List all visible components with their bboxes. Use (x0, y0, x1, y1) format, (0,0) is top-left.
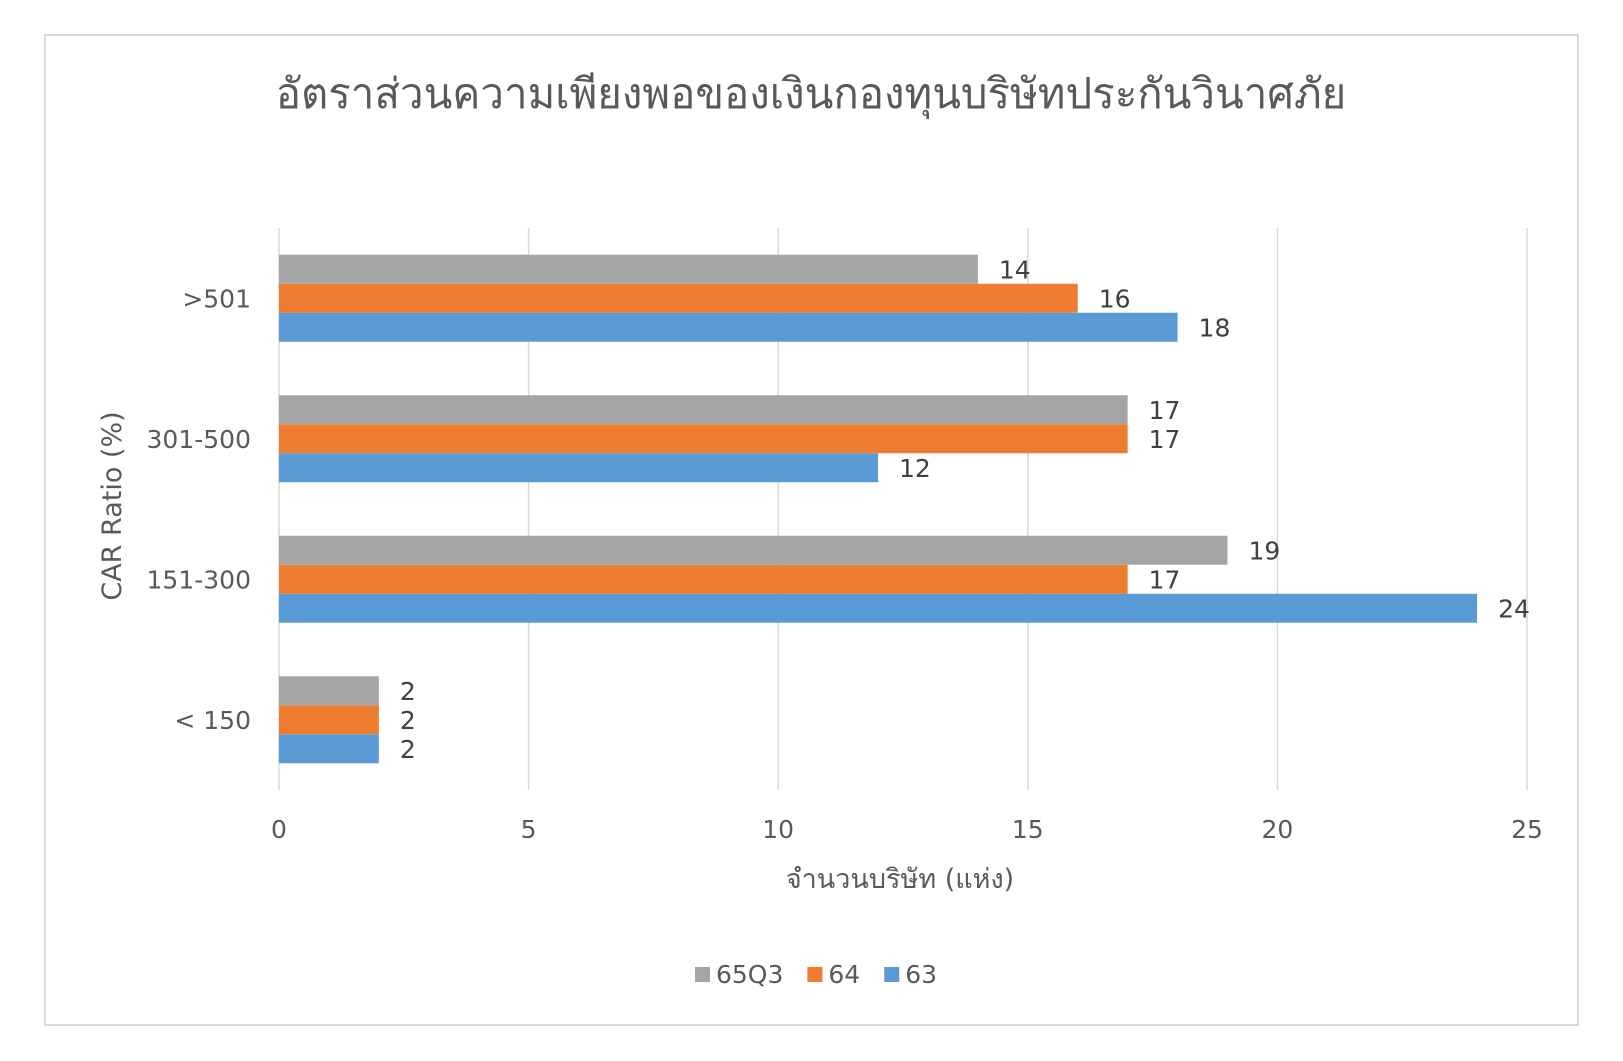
data-label: 17 (1149, 425, 1181, 454)
bars (279, 254, 1478, 764)
y-tick-label: >501 (182, 284, 251, 313)
bar-64-1 (279, 564, 1128, 594)
legend-swatch-64 (807, 967, 823, 982)
x-tick-label: 20 (1261, 815, 1293, 844)
data-label: 16 (1099, 284, 1131, 313)
data-label: 17 (1149, 565, 1181, 594)
x-tick-label: 0 (271, 815, 287, 844)
data-label: 14 (999, 255, 1031, 284)
bar-64-2 (279, 424, 1128, 454)
data-label: 18 (1199, 313, 1231, 342)
bar-65Q3-3 (279, 254, 978, 284)
bar-65Q3-1 (279, 535, 1228, 565)
data-label: 2 (400, 735, 416, 764)
legend-label-65Q3: 65Q3 (716, 960, 783, 989)
bar-63-3 (279, 312, 1178, 342)
x-tick-label: 5 (521, 815, 537, 844)
bar-63-0 (279, 734, 379, 764)
bar-64-3 (279, 283, 1078, 313)
data-label: 12 (899, 454, 931, 483)
y-tick-label: 151-300 (147, 565, 251, 594)
data-label: 2 (400, 706, 416, 735)
data-label: 24 (1498, 594, 1530, 623)
legend-swatch-65Q3 (695, 967, 710, 982)
legend-label-64: 64 (828, 960, 860, 989)
bar-64-0 (279, 705, 379, 735)
data-label: 19 (1248, 536, 1280, 565)
y-axis-title: CAR Ratio (%) (97, 411, 128, 600)
bar-63-1 (279, 593, 1478, 623)
legend-swatch-63 (884, 967, 900, 982)
axis-ticks: 0 5 10 15 20 25 < 150 151-300 301-500 >501 (147, 284, 1543, 844)
chart-title: อัตราส่วนความเพียงพอของเงินกองทุนบริษัทป… (276, 69, 1347, 120)
bar-65Q3-0 (279, 676, 379, 706)
y-tick-label: < 150 (174, 706, 251, 735)
x-axis-title: จำนวนบริษัท (แห่ง) (786, 864, 1014, 895)
bar-63-2 (279, 453, 879, 483)
legend: 65Q3 64 63 (695, 960, 937, 989)
bar-65Q3-2 (279, 395, 1128, 425)
data-label: 2 (400, 677, 416, 706)
chart-frame (44, 34, 1579, 1026)
legend-label-63: 63 (905, 960, 937, 989)
data-label: 17 (1149, 396, 1181, 425)
x-tick-label: 25 (1511, 815, 1543, 844)
y-tick-label: 301-500 (147, 425, 251, 454)
x-tick-label: 15 (1012, 815, 1044, 844)
x-tick-label: 10 (762, 815, 794, 844)
